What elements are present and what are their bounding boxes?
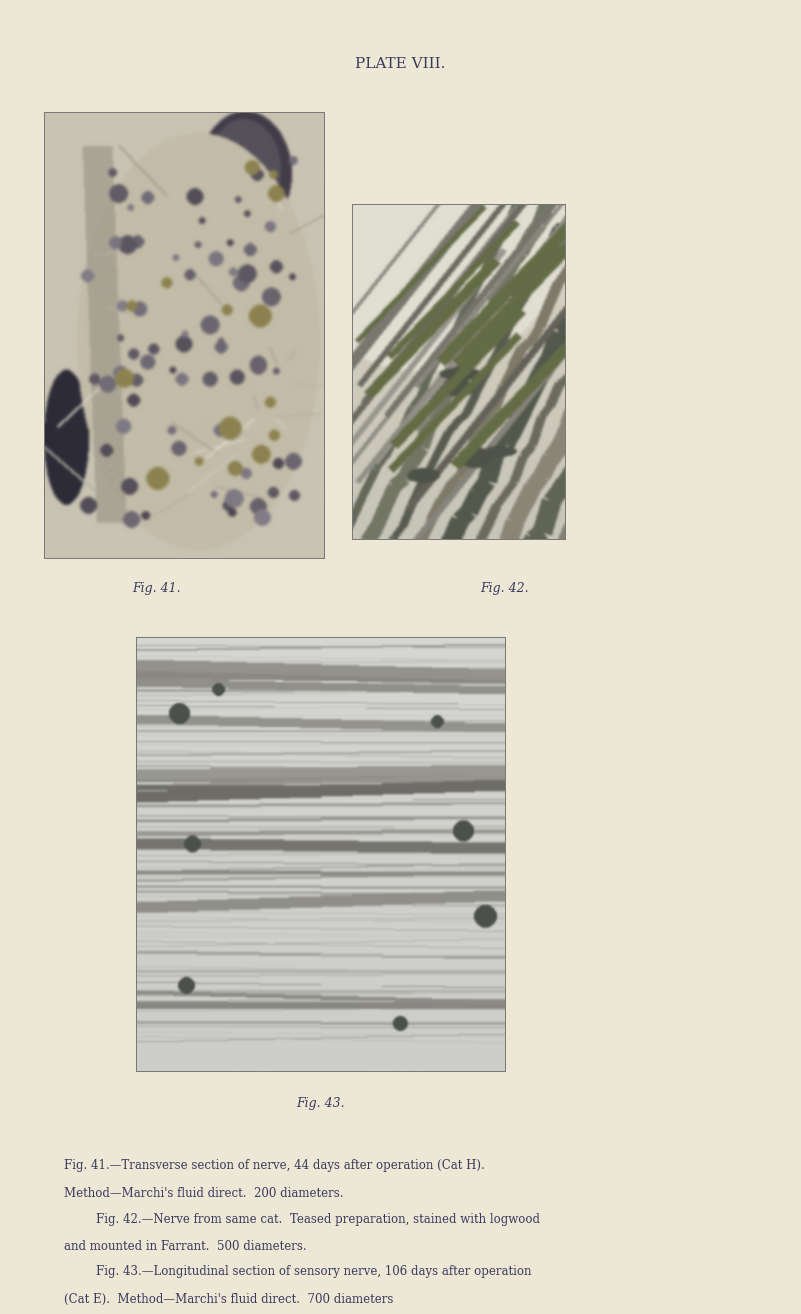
- Text: Fig. 42.—Nerve from same cat.  Teased preparation, stained with logwood: Fig. 42.—Nerve from same cat. Teased pre…: [96, 1213, 540, 1226]
- Text: Fig. 43.: Fig. 43.: [296, 1097, 344, 1110]
- Text: PLATE VIII.: PLATE VIII.: [356, 57, 445, 71]
- Text: Fig. 41.—Transverse section of nerve, 44 days after operation (Cat H).: Fig. 41.—Transverse section of nerve, 44…: [64, 1159, 485, 1172]
- Text: Fig. 41.: Fig. 41.: [132, 582, 180, 595]
- Text: Fig. 43.—Longitudinal section of sensory nerve, 106 days after operation: Fig. 43.—Longitudinal section of sensory…: [96, 1265, 532, 1279]
- Text: Method—Marchi's fluid direct.  200 diameters.: Method—Marchi's fluid direct. 200 diamet…: [64, 1187, 344, 1200]
- Text: and mounted in Farrant.  500 diameters.: and mounted in Farrant. 500 diameters.: [64, 1240, 307, 1254]
- Text: (Cat E).  Method—Marchi's fluid direct.  700 diameters: (Cat E). Method—Marchi's fluid direct. 7…: [64, 1293, 393, 1306]
- Text: Fig. 42.: Fig. 42.: [481, 582, 529, 595]
